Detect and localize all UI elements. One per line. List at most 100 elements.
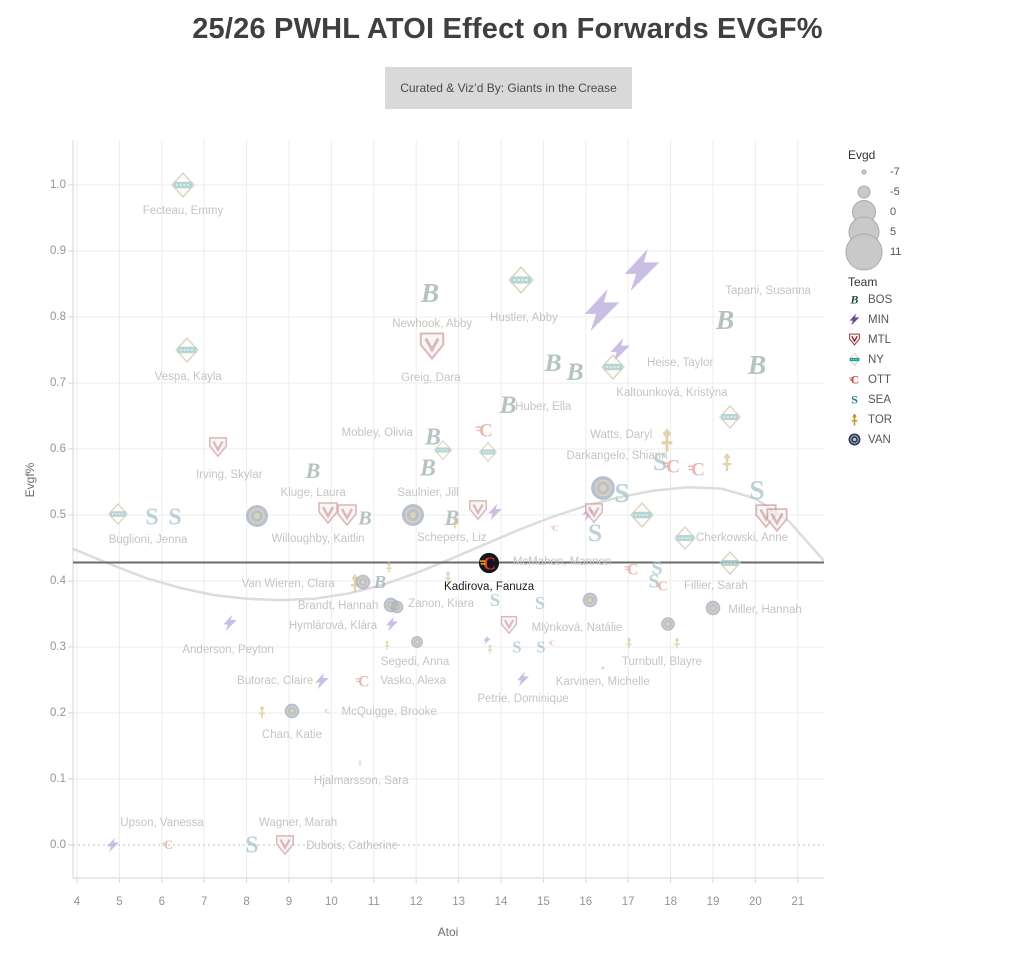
data-point-logo-min[interactable] [486, 503, 504, 521]
data-point-logo-sea[interactable]: S [532, 637, 550, 656]
player-label: Watts, Daryl [590, 428, 653, 441]
data-point-logo-van[interactable] [245, 504, 269, 528]
data-point-logo-ny[interactable] [718, 551, 742, 576]
data-point-logo-tor[interactable] [623, 637, 635, 649]
data-point-logo-ny[interactable] [174, 336, 200, 364]
data-point-logo-van[interactable] [590, 475, 616, 501]
team-legend-item-van[interactable]: VAN [848, 433, 891, 446]
team-legend-item-ott[interactable]: C OTT [848, 373, 891, 386]
data-point-logo-mtl[interactable] [583, 502, 605, 524]
size-legend-circle [845, 233, 883, 271]
data-point-logo-tor[interactable] [485, 644, 495, 654]
data-point-logo-min[interactable] [579, 287, 625, 333]
data-point-logo-van[interactable] [284, 703, 300, 719]
data-point-logo-min[interactable] [384, 616, 400, 632]
data-point-logo-tor[interactable] [717, 452, 737, 472]
data-point-logo-mtl[interactable] [499, 615, 519, 635]
data-point-logo-van[interactable] [582, 592, 598, 608]
data-point-logo-mtl[interactable] [316, 501, 340, 525]
data-point-logo-mtl[interactable] [417, 331, 447, 361]
data-point-logo-sea[interactable]: S [643, 570, 665, 592]
data-point-logo-ny[interactable] [107, 502, 129, 525]
data-point-logo-tor[interactable] [383, 561, 395, 573]
data-point-logo-ott[interactable]: C [661, 455, 683, 478]
data-point-logo-bos[interactable]: B [415, 277, 445, 308]
data-point-logo-bos[interactable]: B [561, 357, 589, 386]
data-point-logo-sea[interactable]: S [646, 447, 674, 476]
data-point-logo-min[interactable] [600, 665, 605, 671]
team-legend-item-ny[interactable]: NY [848, 352, 884, 367]
data-point-logo-mtl[interactable] [207, 436, 229, 458]
data-point-logo-tor[interactable] [448, 515, 462, 529]
data-point-logo-tor[interactable] [382, 640, 392, 650]
data-point-logo-bos[interactable]: B [420, 424, 446, 451]
data-point-logo-mtl[interactable] [335, 503, 359, 527]
data-point-logo-bos[interactable]: B [742, 349, 772, 380]
data-point-logo-sea[interactable]: S [607, 477, 637, 508]
data-point-logo-tor[interactable] [442, 571, 455, 584]
data-point-logo-bos[interactable]: B [301, 458, 325, 483]
data-point-logo-tor[interactable] [654, 427, 680, 453]
data-point-logo-sea[interactable]: S [239, 832, 265, 859]
data-point-logo-min[interactable] [105, 837, 121, 853]
data-point-logo-ott[interactable]: C [548, 639, 556, 647]
data-point-logo-ny[interactable] [507, 265, 535, 295]
data-point-logo-ott[interactable]: C [686, 458, 708, 480]
data-point-logo-bos[interactable]: B [539, 348, 567, 377]
data-point-logo-sea[interactable]: S [139, 504, 165, 531]
data-point-logo-tor[interactable] [255, 705, 269, 719]
data-point-logo-min[interactable] [607, 337, 633, 363]
data-point-logo-ny[interactable] [433, 440, 453, 461]
data-point-logo-van[interactable] [390, 600, 404, 614]
data-point-logo-van[interactable] [411, 635, 424, 648]
data-point-logo-bos[interactable]: B [710, 304, 740, 335]
data-point-logo-bos[interactable]: B [354, 507, 376, 530]
data-point-logo-ny[interactable] [718, 405, 742, 430]
svg-text:B: B [715, 305, 734, 335]
data-point-logo-sea[interactable]: S [646, 557, 668, 579]
team-legend-item-mtl[interactable]: MTL [848, 333, 891, 346]
data-point-logo-ott[interactable]: C [654, 578, 670, 595]
data-point-logo-ny[interactable] [629, 501, 655, 529]
team-legend-item-bos[interactable]: B BOS [848, 292, 893, 306]
data-point-logo-sea[interactable]: S [162, 504, 188, 531]
data-point-logo-ny[interactable] [600, 354, 626, 381]
data-point-logo-tor[interactable] [671, 637, 683, 649]
data-point-logo-min[interactable] [619, 247, 665, 293]
data-point-logo-min[interactable] [482, 635, 492, 645]
data-point-logo-min[interactable] [221, 614, 239, 632]
team-legend-item-sea[interactable]: S SEA [848, 392, 891, 406]
data-point-logo-tor[interactable] [357, 759, 364, 767]
data-point-logo-ott[interactable]: C [550, 523, 560, 533]
data-point-logo-ott[interactable]: C [354, 672, 372, 691]
data-point-logo-van[interactable] [705, 600, 721, 616]
data-point-logo-ny[interactable] [478, 442, 498, 463]
data-point-logo-sea[interactable]: S [508, 637, 526, 656]
data-point-logo-bos[interactable]: B [370, 572, 390, 592]
data-point-logo-van[interactable] [401, 503, 425, 527]
data-point-logo-min[interactable] [515, 671, 531, 687]
data-point-logo-sea[interactable]: S [581, 518, 609, 547]
bos-team-icon: B [848, 292, 861, 306]
data-point-logo-ott[interactable]: C [324, 708, 331, 715]
data-point-logo-ny[interactable] [170, 171, 196, 199]
data-point-logo-ny[interactable] [673, 526, 697, 551]
data-point-logo-ott[interactable]: C [478, 552, 500, 574]
data-point-logo-mtl[interactable] [274, 834, 296, 856]
data-point-logo-van[interactable] [355, 574, 371, 590]
data-point-logo-min[interactable] [313, 672, 331, 690]
data-point-logo-ott[interactable]: C [623, 560, 641, 578]
team-legend-item-tor[interactable]: TOR [848, 413, 892, 426]
data-point-logo-ott[interactable]: C [161, 838, 175, 852]
data-point-logo-van[interactable] [661, 616, 676, 631]
data-point-logo-mtl[interactable] [764, 507, 790, 533]
data-point-logo-sea[interactable]: S [530, 593, 550, 613]
data-point-logo-bos[interactable]: B [494, 390, 522, 419]
team-legend-item-min[interactable]: MIN [848, 313, 889, 326]
data-point-logo-sea[interactable]: S [742, 474, 772, 505]
data-point-logo-ott[interactable]: C [474, 419, 496, 441]
x-tick-label: 8 [243, 896, 250, 908]
data-point-logo-mtl[interactable] [467, 499, 489, 521]
data-point-logo-sea[interactable]: S [485, 590, 505, 610]
data-point-logo-bos[interactable]: B [415, 455, 441, 482]
